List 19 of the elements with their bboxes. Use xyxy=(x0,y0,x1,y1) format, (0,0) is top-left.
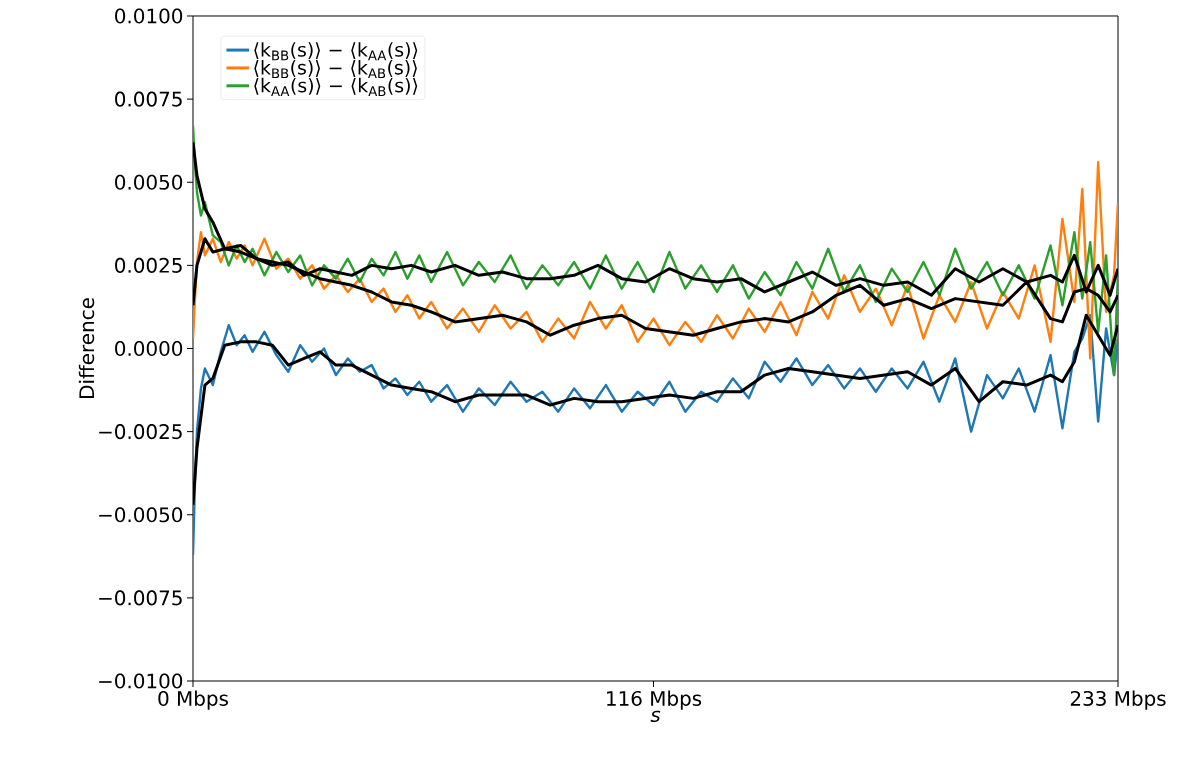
y-tick-label: −0.0100 xyxy=(99,673,183,689)
legend-label: ⟨k$_{AA}$(s)⟩ − ⟨k$_{AB}$(s)⟩ xyxy=(254,77,418,96)
x-tick-label: 116 Mbps xyxy=(607,690,702,710)
line-series xyxy=(193,314,1119,556)
y-tick-label: −0.0025 xyxy=(99,424,182,440)
line-series xyxy=(193,161,1119,360)
y-tick-label: 0.0075 xyxy=(115,91,182,107)
y-tick-label: 0.0025 xyxy=(115,257,182,273)
x-tick-label: 233 Mbps xyxy=(1070,690,1166,710)
y-tick-label: −0.0075 xyxy=(99,590,182,606)
y-axis-title: Difference xyxy=(78,298,95,398)
y-tick-label: −0.0050 xyxy=(99,507,183,523)
y-tick-label: 0.0100 xyxy=(115,8,183,24)
y-tick-label: 0.0000 xyxy=(115,340,183,357)
x-axis-title: s xyxy=(650,710,661,723)
x-tick-label: 0 Mbps xyxy=(158,690,228,710)
legend-label: ⟨k$_{BB}$(s)⟩ − ⟨k$_{AA}$(s)⟩ xyxy=(254,42,418,61)
y-tick-label: 0.0050 xyxy=(115,174,183,190)
line-series xyxy=(193,124,1119,377)
